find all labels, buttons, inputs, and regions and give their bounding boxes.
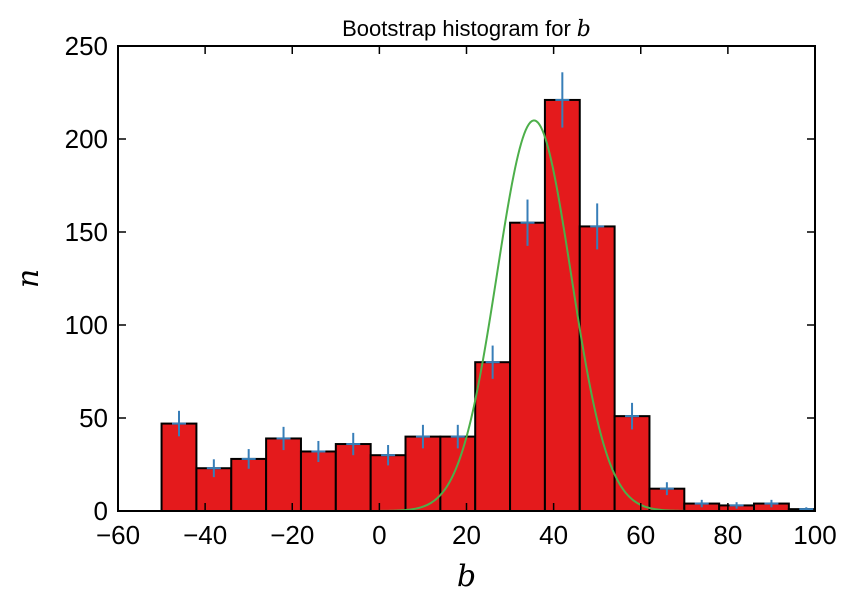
y-axis-label: n [11,269,46,288]
histogram-bar [509,221,546,512]
x-tick-label: −40 [183,520,227,550]
y-tick-label: 150 [65,217,108,247]
error-markers-group [171,72,814,511]
y-tick-label: 0 [94,496,108,526]
tick-labels-group: −60 −40 −20 0 20 40 60 80 100 0 50 100 150 200 250 [65,31,837,550]
error-marker [241,449,256,469]
error-marker [206,459,221,478]
x-tick-label: −20 [270,520,314,550]
histogram-bar [160,422,198,512]
error-marker [485,345,500,379]
error-marker [276,426,291,451]
y-tick-label: 100 [65,310,108,340]
x-tick-label: 40 [539,520,568,550]
error-marker [520,199,535,246]
error-marker [171,410,186,437]
x-axis-label: b [457,559,476,594]
histogram-bar [474,361,512,513]
x-tick-label: 60 [626,520,655,550]
error-marker [346,432,361,456]
error-marker [450,424,465,449]
error-marker [729,502,744,509]
x-tick-label: 20 [452,520,481,550]
error-marker [555,72,570,128]
error-marker [694,499,709,508]
x-tick-label: −60 [96,520,140,550]
error-marker [625,402,640,430]
error-marker [590,203,605,250]
histogram-bar [439,435,477,513]
error-marker [311,440,326,463]
error-marker [764,499,779,508]
x-tick-label: 0 [372,520,386,550]
error-marker [381,445,396,466]
error-marker [659,482,674,496]
histogram-bar [613,415,651,513]
histogram-bar [543,98,581,512]
gaussian-fit-curve [379,119,685,512]
x-tick-label: 80 [713,520,742,550]
chart-title: Bootstrap histogram for b [342,16,591,42]
error-marker [415,424,430,449]
y-tick-label: 250 [65,31,108,61]
ticks-group [117,45,816,512]
y-tick-label: 50 [79,403,108,433]
chart-title-variable: b [577,17,591,42]
histogram-bar [578,225,616,512]
x-tick-label: 100 [793,520,836,550]
bars-group [160,98,816,513]
chart-title-text: Bootstrap histogram for [342,16,571,41]
y-tick-label: 200 [65,124,108,154]
